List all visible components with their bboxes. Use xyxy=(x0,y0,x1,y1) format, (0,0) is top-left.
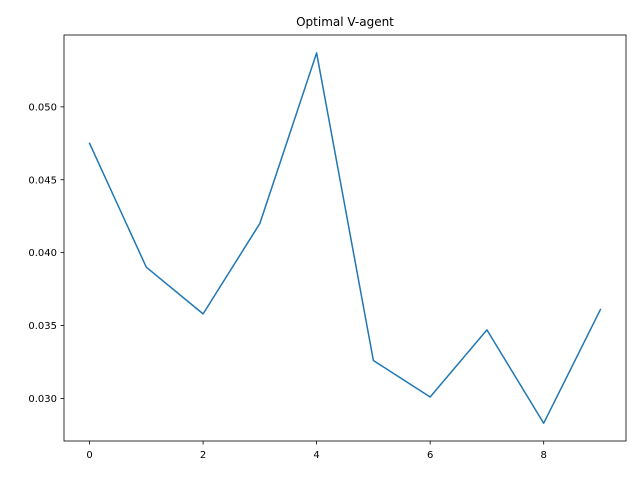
y-tick-label: 0.035 xyxy=(28,321,57,332)
x-tick-label: 6 xyxy=(427,450,433,461)
y-tick-label: 0.030 xyxy=(28,394,57,405)
x-tick-label: 2 xyxy=(200,450,206,461)
y-tick-label: 0.040 xyxy=(28,248,57,259)
x-tick-label: 4 xyxy=(313,450,319,461)
y-tick-label: 0.050 xyxy=(28,102,57,113)
x-axis-ticks: 0 2 4 6 8 xyxy=(86,441,547,461)
x-tick-label: 0 xyxy=(86,450,92,461)
y-tick-label: 0.045 xyxy=(28,175,57,186)
x-tick-label: 8 xyxy=(540,450,546,461)
plot-frame xyxy=(63,34,627,442)
series-line xyxy=(88,52,602,424)
y-axis-ticks: 0.030 0.035 0.040 0.045 0.050 xyxy=(28,102,64,405)
chart-title: Optimal V-agent xyxy=(296,15,394,29)
series-layer xyxy=(88,52,602,424)
